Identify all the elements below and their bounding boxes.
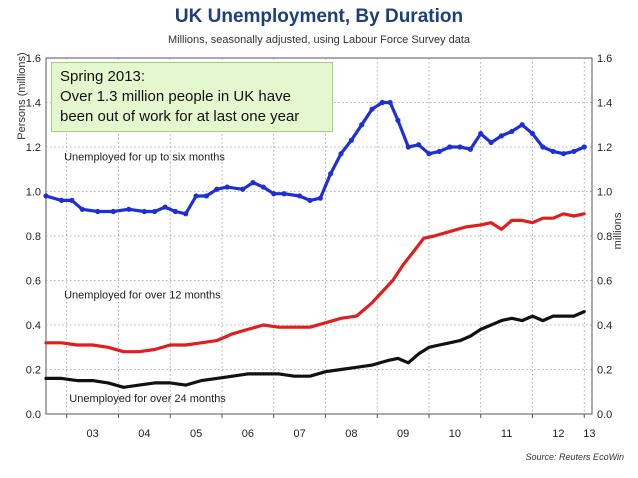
y-tick-label-right: 1.0 bbox=[597, 187, 612, 199]
data-point-series-1 bbox=[224, 184, 230, 190]
data-point-series-1 bbox=[581, 144, 587, 150]
x-tick-label: 10 bbox=[449, 428, 461, 440]
y-tick-label-left: 1.4 bbox=[26, 98, 41, 110]
x-tick-label: 11 bbox=[501, 428, 512, 440]
data-point-series-1 bbox=[281, 191, 287, 197]
data-point-series-1 bbox=[359, 122, 365, 128]
data-point-series-1 bbox=[571, 148, 577, 155]
data-point-series-1 bbox=[203, 193, 210, 199]
y-tick-label-right: 1.4 bbox=[597, 98, 612, 110]
x-tick-label: 04 bbox=[138, 428, 150, 440]
series-annotation: Unemployed for up to six months bbox=[64, 151, 225, 163]
y-tick-label-right: 0.6 bbox=[597, 276, 612, 288]
data-point-series-1 bbox=[416, 142, 422, 148]
data-point-series-1 bbox=[369, 106, 375, 112]
data-point-series-1 bbox=[79, 206, 85, 212]
data-point-series-1 bbox=[498, 133, 505, 139]
data-point-series-1 bbox=[58, 197, 65, 203]
data-point-series-1 bbox=[405, 144, 411, 150]
x-tick-label: 08 bbox=[345, 428, 357, 440]
y-tick-label-left: 0.2 bbox=[26, 365, 41, 377]
data-point-series-1 bbox=[162, 204, 168, 210]
data-point-series-1 bbox=[387, 99, 393, 106]
data-point-series-1 bbox=[379, 99, 385, 106]
data-point-series-1 bbox=[550, 148, 556, 155]
y-tick-label-right: 1.6 bbox=[597, 53, 612, 65]
data-point-series-1 bbox=[126, 206, 132, 212]
data-point-series-1 bbox=[172, 208, 178, 215]
y-tick-label-left: 0.4 bbox=[26, 320, 41, 332]
data-point-series-1 bbox=[69, 197, 75, 203]
data-point-series-1 bbox=[271, 191, 277, 197]
data-point-series-1 bbox=[467, 146, 473, 152]
y-tick-label-left: 1.0 bbox=[26, 187, 41, 199]
data-point-series-1 bbox=[296, 193, 303, 199]
x-tick-label: 03 bbox=[86, 428, 98, 440]
data-point-series-1 bbox=[540, 144, 546, 150]
x-tick-label: 13 bbox=[583, 428, 595, 440]
series-line-3 bbox=[44, 310, 586, 389]
data-point-series-1 bbox=[250, 180, 256, 186]
x-tick-label: 07 bbox=[293, 428, 305, 440]
callout-line-1: Spring 2013: bbox=[60, 68, 146, 85]
data-point-series-1 bbox=[436, 148, 442, 155]
y-tick-label-right: 0.8 bbox=[597, 231, 612, 243]
data-point-series-1 bbox=[214, 186, 220, 192]
x-tick-label: 12 bbox=[552, 428, 564, 440]
y-tick-label-right: 0.0 bbox=[597, 409, 612, 421]
data-point-series-1 bbox=[307, 197, 313, 203]
data-point-series-1 bbox=[141, 208, 147, 215]
y-tick-label-right: 1.2 bbox=[597, 142, 612, 154]
y-tick-label-right: 0.2 bbox=[597, 365, 612, 377]
y-tick-label-left: 0.6 bbox=[26, 276, 41, 288]
series-annotation: Unemployed for over 12 months bbox=[64, 289, 221, 301]
y-tick-label-right: 0.4 bbox=[597, 320, 612, 332]
y-tick-label-left: 1.2 bbox=[26, 142, 41, 154]
x-tick-label: 09 bbox=[397, 428, 409, 440]
y-tick-label-left: 0.0 bbox=[26, 409, 41, 421]
data-point-series-1 bbox=[509, 128, 515, 135]
callout-line-2: Over 1.3 million people in UK have bbox=[60, 88, 291, 105]
series-annotation: Unemployed for over 24 months bbox=[69, 393, 226, 405]
data-point-series-1 bbox=[240, 186, 246, 192]
data-point-series-1 bbox=[183, 211, 189, 217]
data-point-series-1 bbox=[348, 137, 354, 143]
data-point-series-1 bbox=[529, 131, 536, 137]
series-line-2 bbox=[44, 212, 586, 354]
chart-subtitle: Millions, seasonally adjusted, using Lab… bbox=[167, 34, 471, 46]
data-point-series-1 bbox=[152, 208, 158, 215]
data-point-series-1 bbox=[395, 117, 401, 123]
source-note: Source: Reuters EcoWin bbox=[525, 452, 624, 462]
data-point-series-1 bbox=[488, 139, 494, 146]
data-point-series-1 bbox=[560, 151, 567, 157]
callout-line-3: been out of work for at last one year bbox=[60, 108, 300, 125]
y-tick-label-left: 0.8 bbox=[26, 231, 41, 243]
data-point-series-1 bbox=[110, 208, 116, 215]
callout-box: Spring 2013: Over 1.3 million people in … bbox=[51, 62, 333, 132]
chart-title: UK Unemployment, By Duration bbox=[174, 6, 464, 27]
x-tick-label: 05 bbox=[190, 428, 202, 440]
data-point-series-1 bbox=[478, 131, 484, 137]
data-point-series-1 bbox=[519, 122, 525, 128]
x-tick-label: 06 bbox=[242, 428, 254, 440]
data-point-series-1 bbox=[260, 184, 266, 190]
data-point-series-1 bbox=[328, 171, 334, 177]
data-point-series-1 bbox=[43, 193, 49, 199]
y-tick-label-left: 1.6 bbox=[26, 53, 41, 65]
data-point-series-1 bbox=[338, 151, 344, 157]
data-point-series-1 bbox=[95, 208, 101, 215]
data-point-series-1 bbox=[447, 144, 453, 150]
data-point-series-1 bbox=[193, 193, 199, 199]
data-point-series-1 bbox=[426, 151, 432, 157]
data-point-series-1 bbox=[457, 144, 463, 150]
data-point-series-1 bbox=[317, 195, 323, 201]
